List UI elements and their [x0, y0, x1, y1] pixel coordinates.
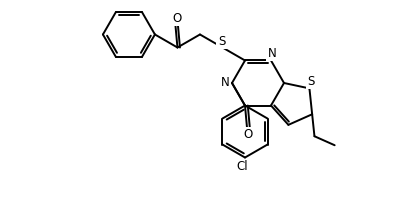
Text: O: O [243, 128, 252, 141]
Text: O: O [172, 12, 181, 25]
Text: S: S [217, 35, 225, 48]
Text: N: N [267, 47, 276, 60]
Text: S: S [307, 75, 314, 88]
Text: Cl: Cl [236, 160, 247, 173]
Text: N: N [220, 75, 229, 89]
